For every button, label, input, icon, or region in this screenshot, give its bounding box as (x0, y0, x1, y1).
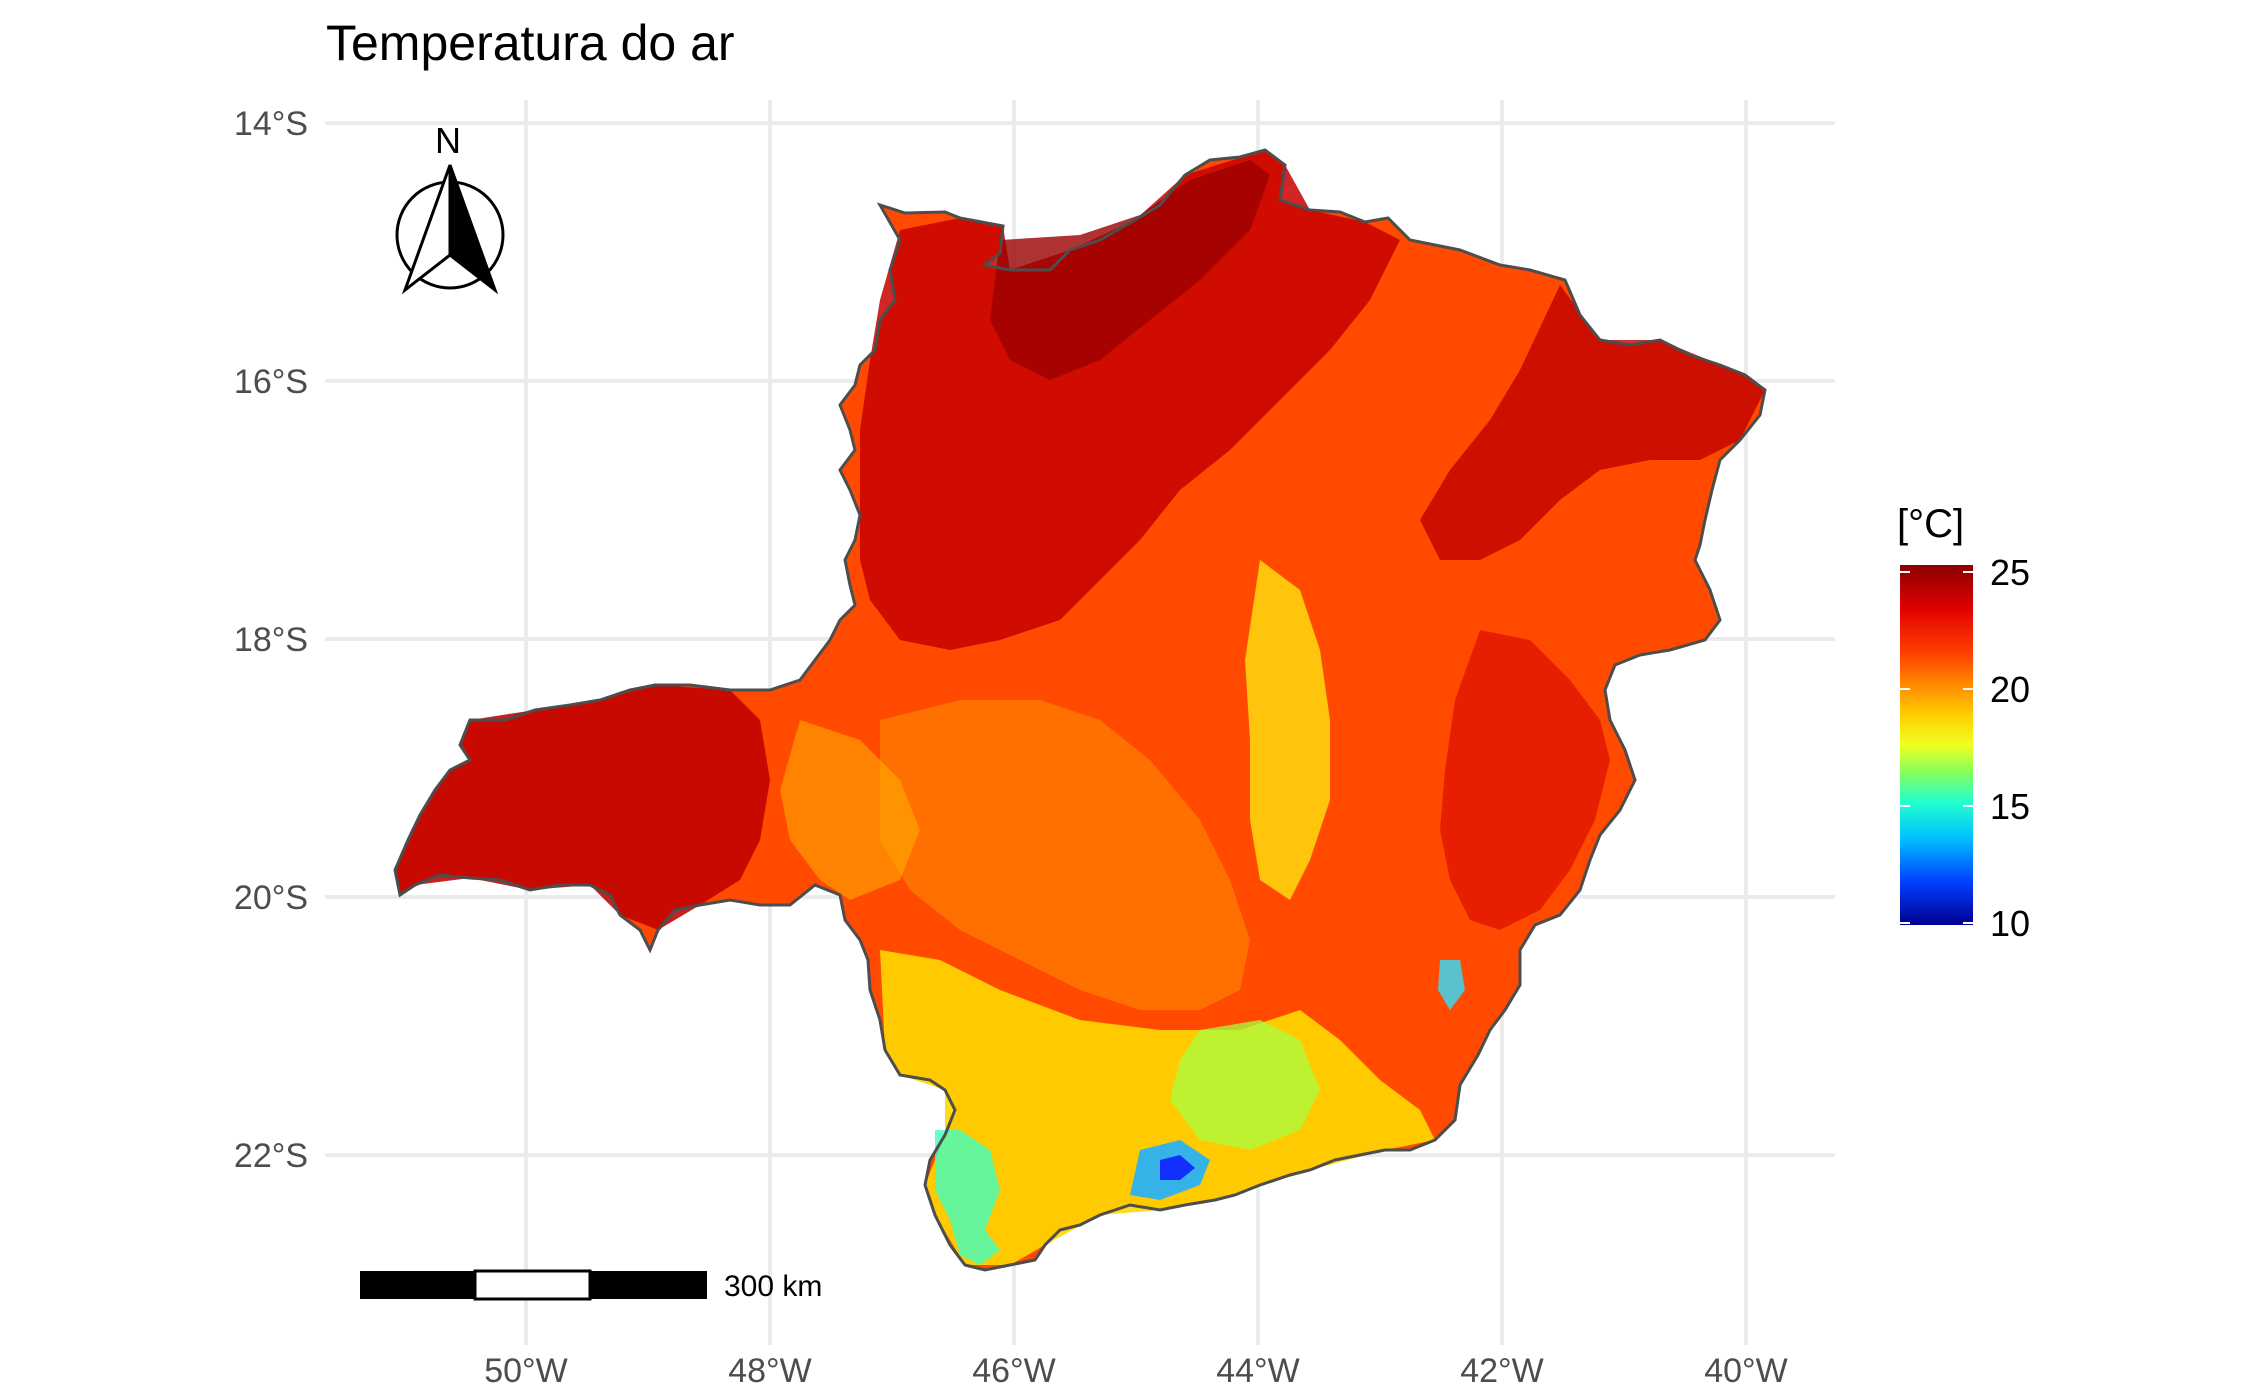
scale-bar: 300 km (360, 1269, 822, 1303)
zone-cyan-southwest (935, 1130, 1000, 1265)
lat-label-18: 18°S (234, 621, 308, 659)
zone-hot-north (860, 150, 1400, 650)
north-arrow-label: N (435, 120, 461, 161)
lon-label-44: 44°W (1216, 1352, 1300, 1390)
legend: [°C] (1897, 502, 2030, 944)
zone-mild-west (780, 720, 920, 900)
legend-tick-10: 10 (1990, 903, 2030, 944)
lat-label-22: 22°S (234, 1137, 308, 1175)
temperature-zones (395, 150, 1765, 1265)
zone-mild-south (880, 950, 1435, 1265)
zone-blue-peak (1160, 1155, 1195, 1180)
lat-label-16: 16°S (234, 363, 308, 401)
zone-hot-east (1420, 285, 1765, 560)
zone-hot-southeast (1440, 630, 1610, 930)
state-outline (393, 148, 1767, 1272)
lat-axis: 14°S 16°S 18°S 20°S 22°S (234, 105, 308, 1175)
map-title: Temperatura do ar (326, 15, 735, 71)
north-arrow-icon: N (395, 120, 505, 295)
legend-tick-25: 25 (1990, 552, 2030, 593)
temperature-raster (395, 150, 1765, 1270)
zone-hot-west (395, 685, 770, 930)
lon-axis: 50°W 48°W 46°W 44°W 42°W 40°W (484, 1352, 1788, 1390)
zone-warm-centre (880, 700, 1250, 1010)
scale-bar-label: 300 km (724, 1270, 822, 1303)
lon-label-42: 42°W (1460, 1352, 1544, 1390)
legend-title: [°C] (1897, 502, 1964, 546)
zone-cyan-east (1438, 960, 1465, 1010)
lat-label-20: 20°S (234, 879, 308, 917)
zone-cool-south (1170, 1020, 1320, 1150)
lon-label-40: 40°W (1704, 1352, 1788, 1390)
state-base (395, 150, 1765, 1270)
lon-label-46: 46°W (972, 1352, 1056, 1390)
zone-darkest-north (990, 160, 1270, 380)
lon-label-48: 48°W (728, 1352, 812, 1390)
legend-tick-20: 20 (1990, 669, 2030, 710)
legend-tick-15: 15 (1990, 786, 2030, 827)
lat-label-14: 14°S (234, 105, 308, 143)
zone-yellow-centre-east (1245, 560, 1330, 900)
lon-label-50: 50°W (484, 1352, 568, 1390)
legend-colorbar (1900, 565, 1973, 925)
